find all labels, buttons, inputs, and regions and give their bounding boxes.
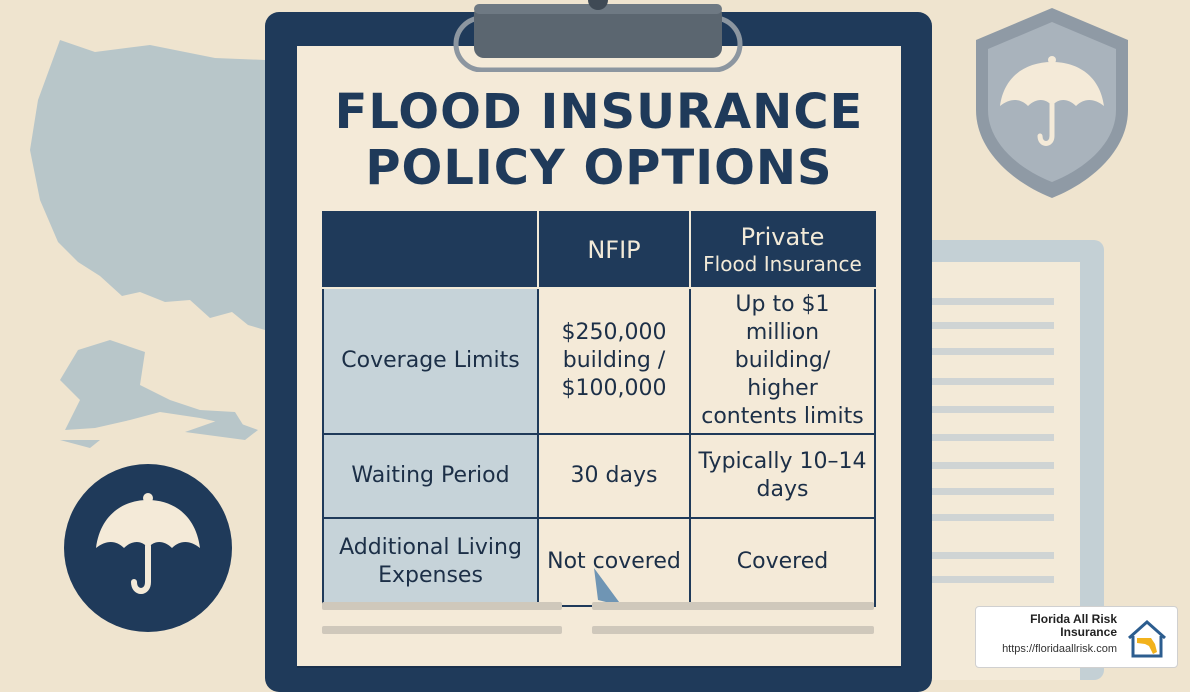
table-row: Additional Living Expenses Not covered C… bbox=[322, 517, 876, 607]
paper-line bbox=[592, 602, 874, 610]
us-map-silhouette bbox=[30, 40, 265, 330]
private-value: Covered bbox=[689, 517, 876, 607]
private-value: Typically 10–14 days bbox=[689, 433, 876, 519]
paper-corner-fold bbox=[594, 568, 622, 606]
table-header-row: NFIP Private Flood Insurance bbox=[322, 211, 876, 289]
brand-url[interactable]: https://floridaallrisk.com bbox=[1002, 643, 1117, 655]
brand-badge[interactable]: Florida All Risk Insurance https://flori… bbox=[975, 606, 1178, 668]
table-row: Coverage Limits $250,000 building / $100… bbox=[322, 287, 876, 435]
header-private-line-1: Private bbox=[740, 223, 825, 251]
shield-umbrella-icon bbox=[976, 8, 1128, 198]
alaska-silhouette bbox=[60, 340, 245, 430]
paper-line bbox=[322, 602, 562, 610]
private-value: Up to $1 million building/ higher conten… bbox=[689, 287, 876, 435]
title-line-1: FLOOD INSURANCE bbox=[334, 84, 864, 140]
umbrella-circle-icon bbox=[64, 464, 232, 632]
table-row: Waiting Period 30 days Typically 10–14 d… bbox=[322, 433, 876, 519]
comparison-table: NFIP Private Flood Insurance Coverage Li… bbox=[322, 211, 876, 607]
row-label: Waiting Period bbox=[322, 433, 539, 519]
paper-line bbox=[592, 626, 874, 634]
row-label: Coverage Limits bbox=[322, 287, 539, 435]
nfip-value: Not covered bbox=[537, 517, 691, 607]
brand-name: Florida All Risk Insurance bbox=[1030, 612, 1117, 639]
header-private: Private Flood Insurance bbox=[689, 211, 876, 289]
page-title: FLOOD INSURANCE POLICY OPTIONS bbox=[297, 84, 901, 196]
clipboard-clip bbox=[453, 0, 743, 72]
nfip-value: 30 days bbox=[537, 433, 691, 519]
florida-house-icon bbox=[1128, 619, 1166, 658]
paper-line bbox=[322, 626, 562, 634]
title-line-2: POLICY OPTIONS bbox=[365, 140, 833, 196]
row-label: Additional Living Expenses bbox=[322, 517, 539, 607]
table-corner-cell bbox=[322, 211, 539, 289]
header-private-line-2: Flood Insurance bbox=[703, 252, 862, 276]
header-nfip: NFIP bbox=[537, 211, 691, 289]
nfip-value: $250,000 building / $100,000 bbox=[537, 287, 691, 435]
